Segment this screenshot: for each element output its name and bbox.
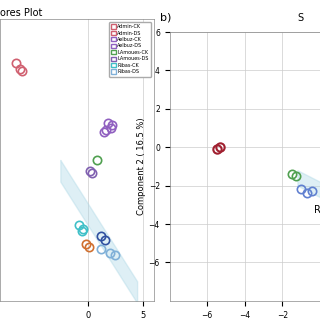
Text: b): b) (160, 13, 172, 23)
Y-axis label: Component 2 ( 16.5 %): Component 2 ( 16.5 %) (137, 117, 146, 215)
Text: R: R (314, 205, 320, 215)
Text: S: S (298, 13, 304, 23)
Text: ores Plot: ores Plot (0, 8, 42, 19)
Legend: Admin-CK, Admin-DS, Aelbuz-CK, Aelbuz-DS, LAmoues-CK, LAmoues-DS, Ribas-CK, Riba: Admin-CK, Admin-DS, Aelbuz-CK, Aelbuz-DS… (108, 22, 151, 77)
